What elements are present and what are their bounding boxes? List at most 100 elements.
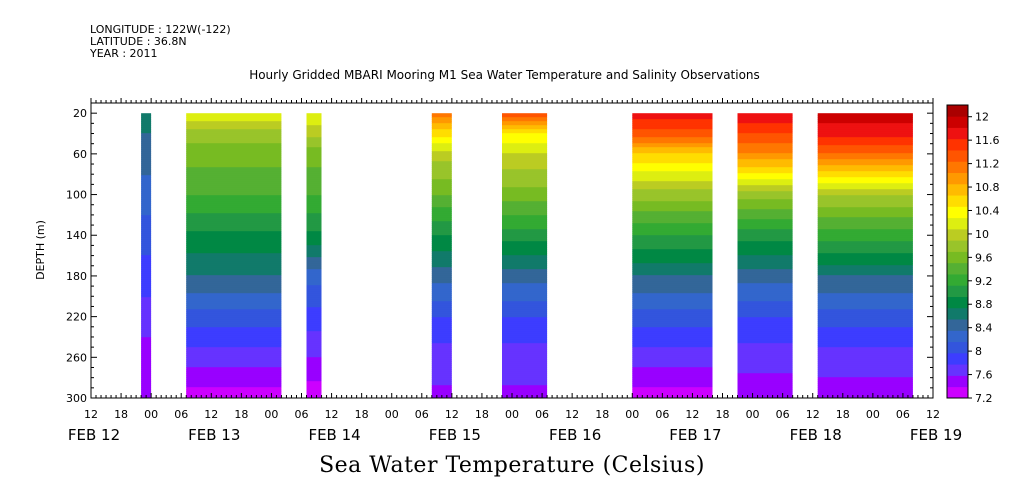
temperature-band (817, 371, 913, 374)
temperature-band (141, 391, 152, 394)
temperature-band (817, 343, 913, 346)
temperature-band (141, 175, 152, 178)
temperature-band (737, 311, 793, 314)
temperature-band (632, 225, 713, 228)
temperature-band (737, 385, 793, 388)
temperature-band (817, 171, 913, 174)
colorbar-label: 7.6 (975, 369, 993, 382)
temperature-band (306, 191, 322, 194)
temperature-band (737, 289, 793, 292)
temperature-band (817, 363, 913, 366)
temperature-band (632, 251, 713, 254)
temperature-band (817, 303, 913, 306)
temperature-band (632, 127, 713, 130)
temperature-band (141, 377, 152, 380)
temperature-band (306, 221, 322, 224)
temperature-band (817, 301, 913, 304)
temperature-band (737, 317, 793, 320)
temperature-band (632, 161, 713, 164)
temperature-band (737, 187, 793, 190)
x-tick-label: 06 (655, 408, 669, 421)
temperature-band (431, 299, 452, 302)
temperature-band (737, 325, 793, 328)
temperature-band (141, 365, 152, 368)
temperature-band (737, 363, 793, 366)
temperature-band (632, 269, 713, 272)
temperature-band (186, 231, 282, 234)
temperature-band (431, 351, 452, 354)
temperature-band (431, 329, 452, 332)
temperature-band (431, 141, 452, 144)
temperature-band (817, 319, 913, 322)
temperature-band (306, 359, 322, 362)
temperature-band (186, 359, 282, 362)
temperature-band (306, 287, 322, 290)
temperature-band (817, 339, 913, 342)
temperature-band (502, 325, 548, 328)
temperature-band (502, 313, 548, 316)
temperature-band (431, 319, 452, 322)
temperature-band (141, 197, 152, 200)
temperature-band (502, 171, 548, 174)
temperature-band (186, 245, 282, 248)
temperature-band (141, 195, 152, 198)
colorbar-label: 11.6 (975, 134, 1000, 147)
temperature-band (431, 345, 452, 348)
temperature-band (186, 125, 282, 128)
temperature-band (141, 275, 152, 278)
temperature-band (306, 269, 322, 272)
temperature-band (817, 225, 913, 228)
temperature-band (141, 317, 152, 320)
temperature-band (817, 167, 913, 170)
temperature-band (306, 379, 322, 382)
temperature-band (141, 169, 152, 172)
temperature-band (817, 203, 913, 206)
temperature-band (817, 119, 913, 122)
temperature-band (431, 231, 452, 234)
temperature-band (502, 299, 548, 302)
temperature-band (186, 321, 282, 324)
temperature-band (141, 209, 152, 212)
temperature-band (502, 221, 548, 224)
temperature-band (502, 219, 548, 222)
temperature-band (306, 181, 322, 184)
temperature-band (431, 293, 452, 296)
temperature-band (817, 353, 913, 356)
temperature-band (817, 273, 913, 276)
colorbar-label: 10.4 (975, 204, 1000, 217)
temperature-band (141, 357, 152, 360)
temperature-band (141, 283, 152, 286)
temperature-band (141, 253, 152, 256)
temperature-band (632, 243, 713, 246)
temperature-band (502, 379, 548, 382)
temperature-band (306, 271, 322, 274)
temperature-band (306, 201, 322, 204)
temperature-band (817, 269, 913, 272)
temperature-band (431, 281, 452, 284)
temperature-band (306, 297, 322, 300)
temperature-band (817, 229, 913, 232)
temperature-band (186, 115, 282, 118)
temperature-band (632, 379, 713, 382)
temperature-band (431, 313, 452, 316)
temperature-band (817, 213, 913, 216)
temperature-band (431, 197, 452, 200)
temperature-band (141, 289, 152, 292)
temperature-band (502, 113, 548, 116)
temperature-band (817, 209, 913, 212)
temperature-band (502, 275, 548, 278)
temperature-band (306, 133, 322, 136)
temperature-band (141, 319, 152, 322)
temperature-band (737, 307, 793, 310)
temperature-band (817, 235, 913, 238)
temperature-band (306, 291, 322, 294)
temperature-band (186, 269, 282, 272)
temperature-band (306, 351, 322, 354)
x-tick-label: 00 (385, 408, 399, 421)
temperature-band (141, 191, 152, 194)
temperature-band (817, 137, 913, 140)
temperature-band (141, 243, 152, 246)
temperature-band (186, 333, 282, 336)
temperature-band (431, 181, 452, 184)
temperature-band (737, 361, 793, 364)
